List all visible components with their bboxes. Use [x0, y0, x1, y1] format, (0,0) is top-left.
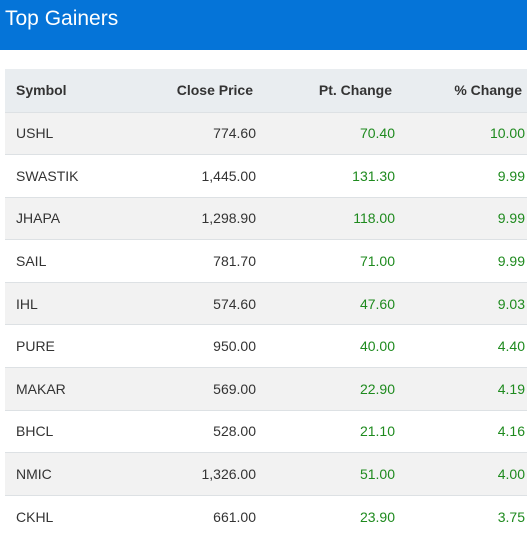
pct-change-cell: 3.75 [497, 508, 525, 525]
symbol-cell[interactable]: USHL [16, 125, 54, 142]
table-header-row: Symbol Close Price Pt. Change % Change [5, 69, 527, 112]
table-row[interactable]: NMIC 1,326.00 51.00 4.00 [5, 452, 527, 496]
close-price-cell: 774.60 [213, 125, 256, 142]
pct-change-cell: 9.99 [497, 253, 525, 270]
column-header-symbol[interactable]: Symbol [16, 82, 67, 99]
close-price-cell: 661.00 [213, 508, 256, 525]
pt-change-cell: 71.00 [359, 253, 395, 270]
pct-change-cell: 10.00 [489, 125, 525, 142]
pt-change-cell: 40.00 [359, 338, 395, 355]
close-price-cell: 569.00 [213, 380, 256, 397]
page-header: Top Gainers [0, 0, 527, 50]
column-header-pt-change[interactable]: Pt. Change [318, 82, 392, 99]
symbol-cell[interactable]: SWASTIK [16, 167, 79, 184]
pct-change-cell: 4.40 [497, 338, 525, 355]
close-price-cell: 574.60 [213, 295, 256, 312]
table-row[interactable]: JHAPA 1,298.90 118.00 9.99 [5, 197, 527, 240]
pt-change-cell: 21.10 [359, 423, 395, 440]
symbol-cell[interactable]: SAIL [16, 253, 47, 270]
page-title: Top Gainers [5, 7, 119, 30]
pct-change-cell: 9.99 [497, 167, 525, 184]
symbol-cell[interactable]: JHAPA [16, 210, 61, 227]
symbol-cell[interactable]: NMIC [16, 466, 52, 483]
close-price-cell: 781.70 [213, 253, 256, 270]
close-price-cell: 1,326.00 [201, 466, 257, 483]
pct-change-cell: 4.00 [497, 466, 525, 483]
table-row[interactable]: PURE 950.00 40.00 4.40 [5, 324, 527, 368]
pt-change-cell: 51.00 [359, 466, 395, 483]
close-price-cell: 1,445.00 [201, 167, 257, 184]
symbol-cell[interactable]: BHCL [16, 423, 54, 440]
pct-change-cell: 9.99 [497, 210, 525, 227]
table-row[interactable]: USHL 774.60 70.40 10.00 [5, 112, 527, 155]
symbol-cell[interactable]: MAKAR [16, 380, 66, 397]
symbol-cell[interactable]: CKHL [16, 508, 54, 525]
symbol-cell[interactable]: PURE [16, 338, 55, 355]
pt-change-cell: 22.90 [359, 380, 395, 397]
close-price-cell: 528.00 [213, 423, 256, 440]
table-row[interactable]: BHCL 528.00 21.10 4.16 [5, 410, 527, 453]
pt-change-cell: 131.30 [352, 167, 395, 184]
pt-change-cell: 118.00 [353, 210, 395, 227]
pct-change-cell: 9.03 [497, 295, 525, 312]
pct-change-cell: 4.16 [497, 423, 525, 440]
close-price-cell: 1,298.90 [201, 210, 257, 227]
pt-change-cell: 23.90 [359, 508, 395, 525]
pct-change-cell: 4.19 [497, 380, 525, 397]
close-price-cell: 950.00 [213, 338, 256, 355]
column-header-pct-change[interactable]: % Change [454, 82, 522, 99]
top-gainers-table-container: Symbol Close Price Pt. Change % Change U… [5, 69, 527, 538]
column-header-close-price[interactable]: Close Price [176, 82, 253, 99]
table-row[interactable]: MAKAR 569.00 22.90 4.19 [5, 367, 527, 411]
pt-change-cell: 70.40 [359, 125, 395, 142]
pt-change-cell: 47.60 [359, 295, 395, 312]
top-gainers-table: Symbol Close Price Pt. Change % Change U… [5, 69, 527, 538]
table-row[interactable]: SWASTIK 1,445.00 131.30 9.99 [5, 154, 527, 198]
table-row[interactable]: SAIL 781.70 71.00 9.99 [5, 239, 527, 283]
symbol-cell[interactable]: IHL [16, 295, 38, 312]
table-row[interactable]: CKHL 661.00 23.90 3.75 [5, 495, 527, 538]
table-row[interactable]: IHL 574.60 47.60 9.03 [5, 282, 527, 325]
